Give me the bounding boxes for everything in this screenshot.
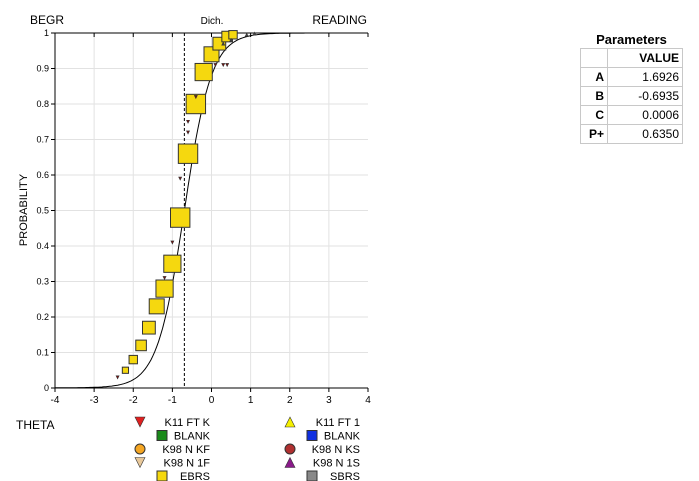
y-tick-label: 0.8: [36, 99, 49, 109]
param-value: 0.0006: [607, 105, 683, 125]
legend-marker-triangle-up-icon: [284, 456, 296, 468]
legend-marker-square-icon: [306, 470, 318, 481]
title-center: Dich.: [201, 16, 224, 27]
x-tick-label: -1: [168, 395, 177, 406]
legend-marker-triangle-up-icon: [284, 416, 296, 428]
table-row: B -0.6935: [580, 86, 683, 106]
legend-label: SBRS: [330, 471, 360, 481]
data-point-k98-n-1f: [162, 276, 167, 281]
data-point-k98-n-1f: [186, 119, 191, 124]
legend-marker-square-icon: [156, 430, 168, 441]
data-point-ebrs: [163, 254, 182, 273]
param-value: -0.6935: [607, 86, 683, 106]
data-point-k98-n-1f: [115, 375, 120, 380]
legend-label: K98 N 1F: [164, 458, 211, 470]
table-row: A 1.6926: [580, 67, 683, 87]
table-header-row: VALUE: [580, 48, 683, 68]
data-point-k98-n-1f: [213, 63, 218, 68]
x-tick-label: 1: [248, 395, 254, 406]
legend-marker-triangle-down-icon: [134, 416, 146, 428]
y-tick-label: 0.6: [36, 170, 49, 180]
x-tick-label: 0: [209, 395, 215, 406]
y-tick-label: 0.1: [36, 348, 49, 358]
data-point-ebrs: [194, 62, 213, 82]
data-point-k98-n-1f: [170, 240, 175, 245]
table-row: C 0.0006: [580, 105, 683, 125]
data-point-ebrs: [148, 298, 165, 315]
legend-label: EBRS: [180, 471, 210, 481]
param-key: B: [580, 86, 608, 106]
data-point-k98-n-1f: [186, 130, 191, 135]
legend-label: K11 FT K: [165, 417, 211, 429]
data-point-ebrs: [185, 93, 207, 115]
value-header: VALUE: [607, 48, 683, 68]
param-key: P+: [580, 124, 608, 144]
data-point-k98-n-1s: [252, 31, 257, 36]
parameters-table: VALUE A 1.6926 B -0.6935 C 0.0006 P+ 0.6350: [580, 48, 683, 144]
data-point-k98-n-1f: [178, 176, 183, 181]
legend-label: BLANK: [324, 431, 361, 443]
legend-marker-square-icon: [306, 430, 318, 441]
legend-marker-square-icon: [156, 470, 168, 481]
x-tick-label: 4: [365, 395, 371, 406]
data-point-ebrs: [128, 354, 138, 365]
legend-label: K98 N KS: [312, 444, 360, 456]
y-tick-label: 0.2: [36, 312, 49, 322]
legend-label: K11 FT 1: [316, 417, 360, 429]
param-value: 0.6350: [607, 124, 683, 144]
data-point-ebrs: [121, 366, 130, 374]
y-tick-label: 0.7: [36, 135, 49, 145]
y-tick-label: 0.5: [36, 206, 49, 216]
data-point-k98-n-1f: [221, 63, 226, 68]
x-axis-label: THETA: [16, 418, 54, 432]
param-value: 1.6926: [607, 67, 683, 87]
legend-label: BLANK: [174, 431, 211, 443]
x-tick-label: 3: [326, 395, 332, 406]
title-left: BEGR: [30, 13, 64, 27]
data-point-k98-n-1f: [193, 95, 198, 100]
data-point-ebrs: [155, 279, 174, 298]
legend-label: K98 N 1S: [313, 458, 360, 470]
data-point-k98-n-1f: [225, 63, 230, 68]
x-tick-label: -3: [90, 395, 99, 406]
data-point-k98-n-1s: [244, 32, 249, 37]
y-tick-label: 1: [44, 28, 49, 38]
data-point-ebrs: [170, 207, 191, 228]
parameters-title: Parameters: [596, 32, 667, 47]
legend-marker-triangle-down-icon: [134, 457, 146, 469]
y-tick-label: 0.9: [36, 64, 49, 74]
data-point-k98-n-1s: [221, 41, 226, 46]
data-point-k98-n-1s: [229, 37, 234, 42]
legend-label: K98 N KF: [162, 444, 210, 456]
parameters-panel: Parameters VALUE A 1.6926 B -0.6935 C 0.000…: [580, 32, 683, 144]
y-axis-label: PROBABILITY: [18, 173, 30, 246]
legend-marker-circle-icon: [284, 443, 296, 455]
y-tick-label: 0.4: [36, 241, 49, 251]
data-point-ebrs: [228, 30, 238, 40]
param-key: A: [580, 67, 608, 87]
y-tick-label: 0.3: [36, 277, 49, 287]
legend-marker-circle-icon: [134, 443, 146, 455]
x-tick-label: -2: [129, 395, 138, 406]
data-point-ebrs: [135, 339, 147, 352]
y-tick-label: 0: [44, 383, 49, 393]
x-tick-label: 2: [287, 395, 293, 406]
title-right: READING: [312, 13, 367, 27]
data-point-ebrs: [142, 320, 156, 335]
param-key: C: [580, 105, 608, 125]
data-point-ebrs: [177, 143, 199, 164]
table-row: P+ 0.6350: [580, 124, 683, 144]
x-tick-label: -4: [51, 395, 60, 406]
